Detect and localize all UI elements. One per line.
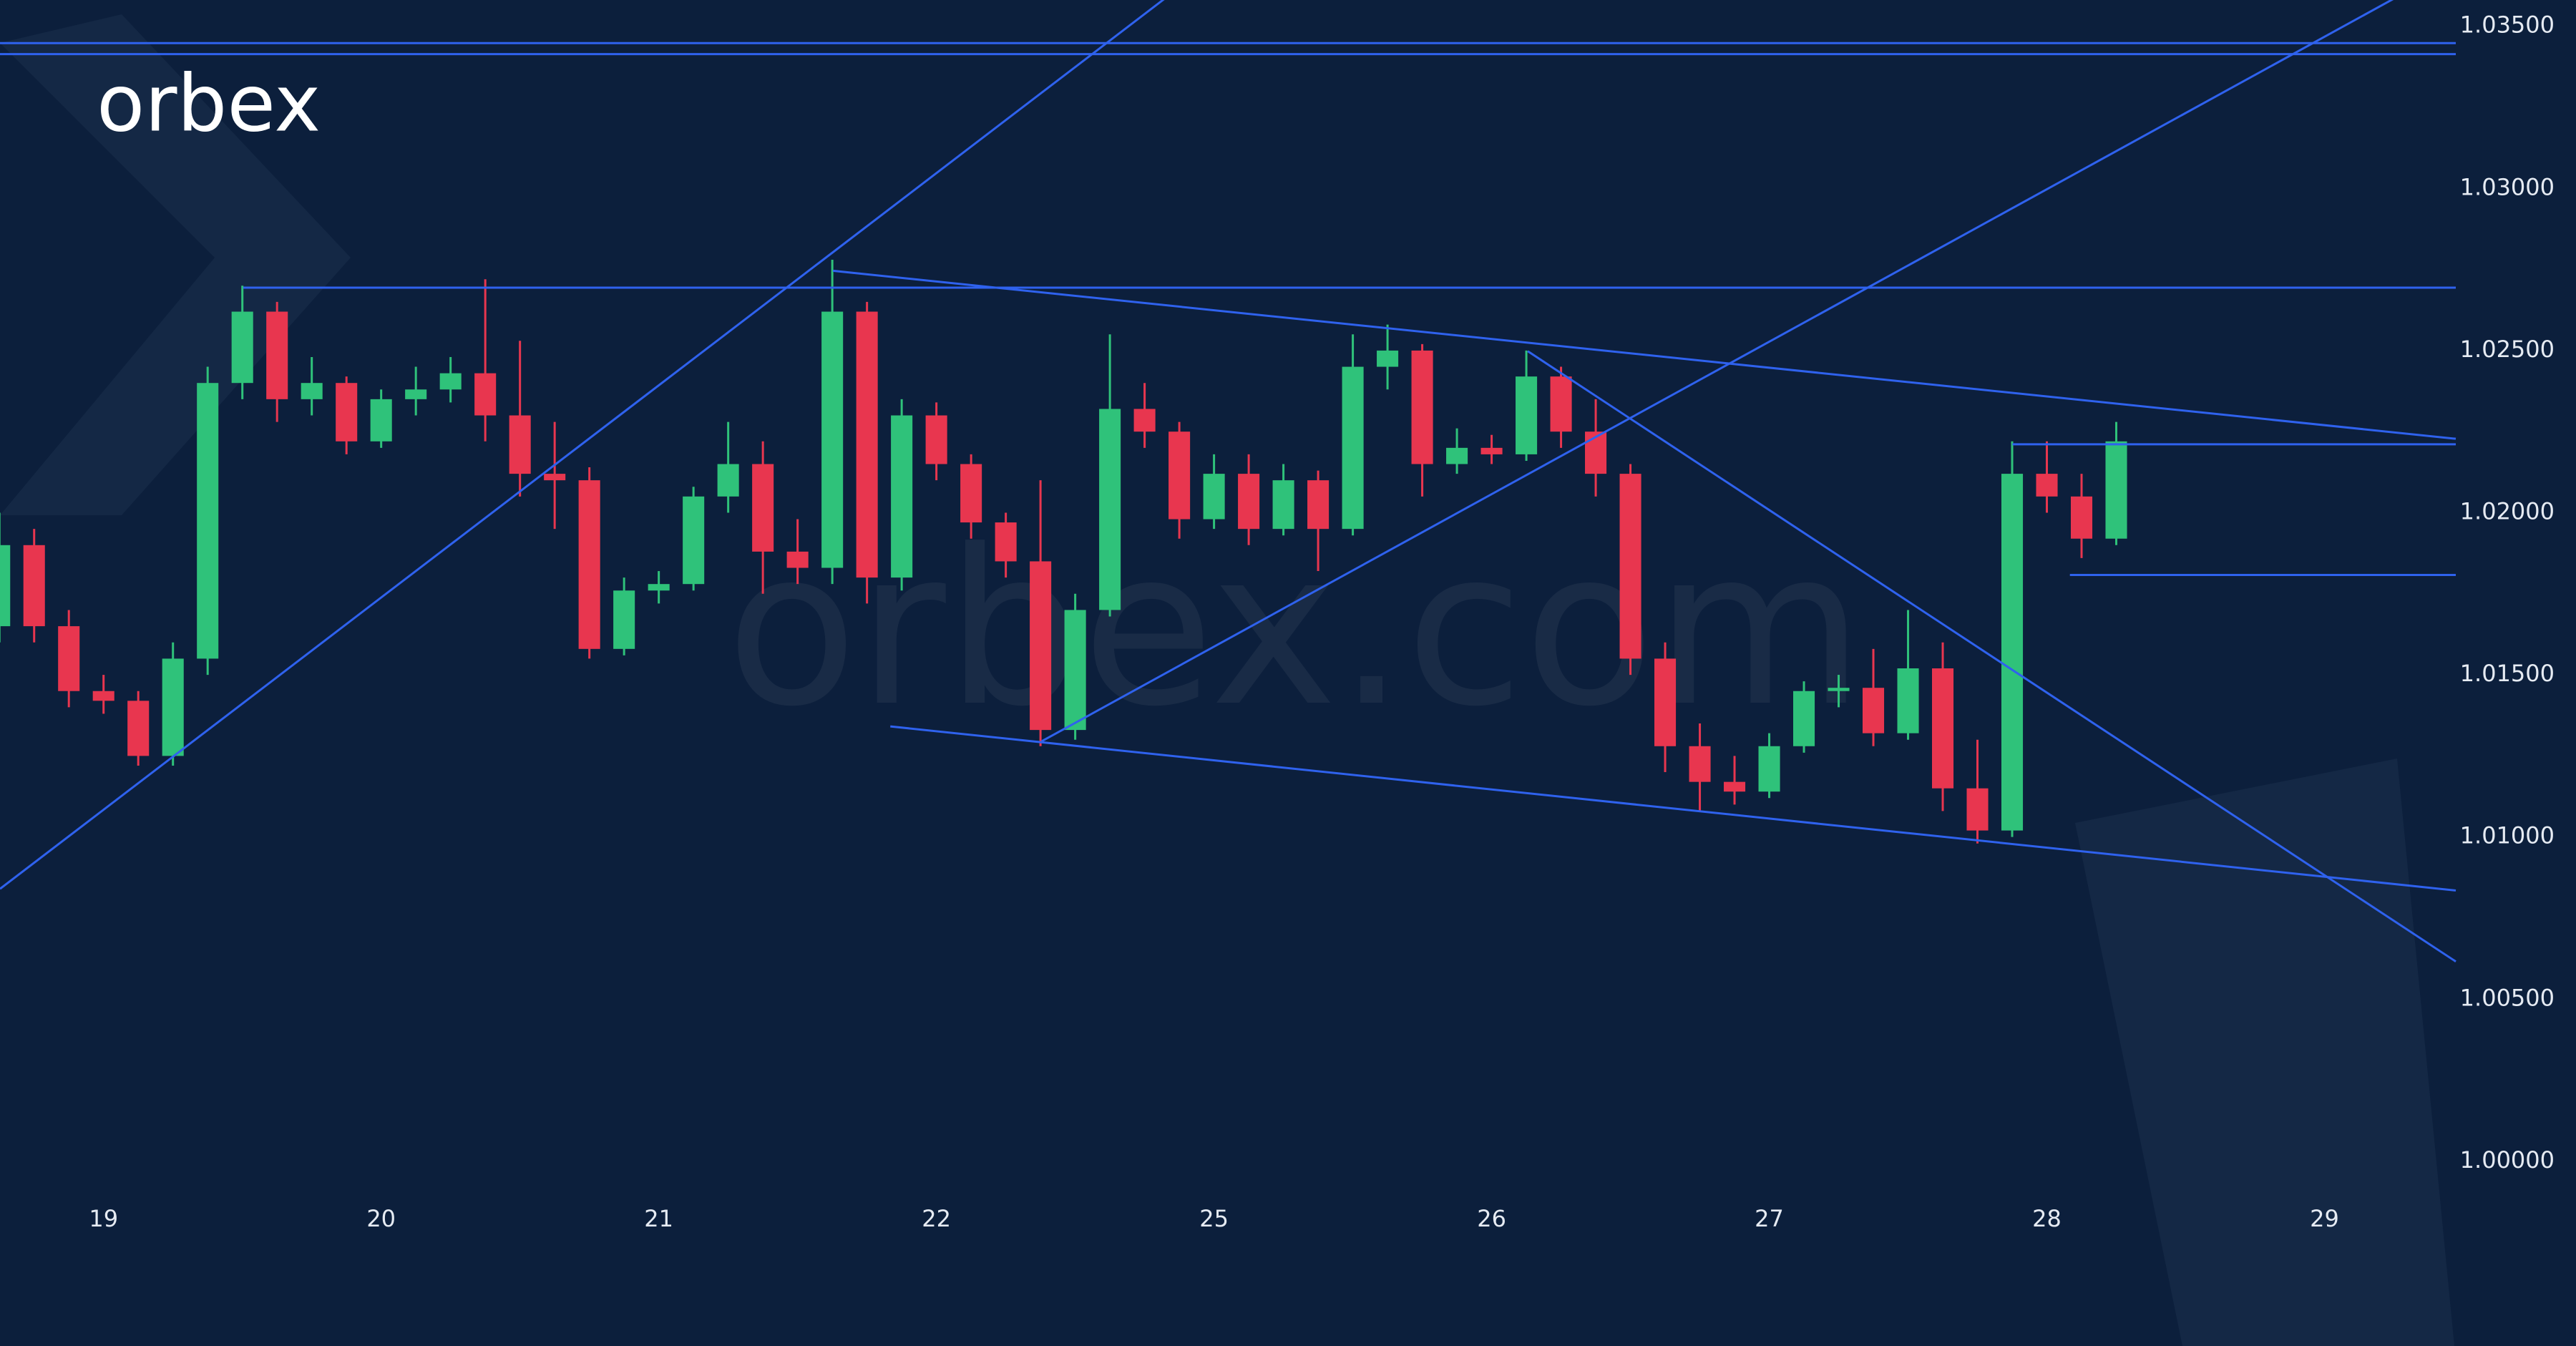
candle-body [439,373,462,390]
candle-body [1446,447,1468,464]
candle-body [960,464,982,523]
candle-body [1480,447,1503,454]
candle-body [1897,668,1919,733]
x-tick-label: 21 [644,1205,673,1232]
candle-body [648,584,670,591]
candle-body [405,389,427,399]
candle-body [1758,746,1780,792]
candle-body [58,626,80,691]
candle-body [786,551,809,568]
candle-body [1585,431,1607,474]
x-tick-label: 27 [1755,1205,1784,1232]
candle-body [752,464,774,552]
background-decoration [0,14,2454,1346]
y-tick-label: 1.03000 [2460,173,2555,200]
y-tick-label: 1.02500 [2460,336,2555,363]
x-tick-label: 19 [89,1205,118,1232]
candle-body [301,383,323,399]
x-tick-label: 29 [2310,1205,2339,1232]
candle-body [1133,409,1156,432]
candle-body [1724,781,1746,792]
trend-line [832,269,2457,440]
candle-body [1377,350,1399,367]
candle-body [544,474,566,481]
candle-body [509,415,531,474]
candle-body [1238,474,1260,530]
trend-line [1527,350,2457,962]
candle-body [370,399,392,442]
candle-body [1411,350,1433,464]
candle-body [891,415,913,578]
candle-body [2001,474,2024,831]
candle-body [1203,474,1225,520]
candle-body [1516,376,1538,454]
candle-body [925,415,947,464]
y-tick-label: 1.00000 [2460,1146,2555,1174]
candle-body [821,311,844,568]
x-tick-label: 25 [1199,1205,1229,1232]
candle-body [1099,409,1121,610]
y-tick-label: 1.02000 [2460,497,2555,525]
candle-body [23,545,45,627]
candle-body [336,383,358,442]
candle-body [1307,480,1330,530]
candle-body [2070,496,2093,539]
y-tick-label: 1.00500 [2460,984,2555,1011]
candle-body [683,496,705,585]
candle-body [578,480,600,649]
chevron [0,14,351,515]
candle-body [1342,366,1364,530]
x-tick-label: 22 [922,1205,951,1232]
candle-body [92,691,114,701]
y-tick-label: 1.03500 [2460,11,2555,39]
x-tick-label: 28 [2032,1205,2062,1232]
x-tick-label: 20 [366,1205,396,1232]
candle-body [856,311,878,578]
candle-body [2036,474,2058,497]
candle-body [162,658,184,756]
candle-body [474,373,497,416]
candle-body [1793,691,1815,746]
candle-body [613,590,635,649]
candle-body [1966,788,1989,831]
panel [2075,759,2454,1346]
x-tick-label: 26 [1477,1205,1506,1232]
candle-body [127,701,150,756]
candle-body [231,311,253,384]
candle-body [1169,431,1191,520]
candle-body [1863,688,1885,733]
candle-body [1931,668,1954,789]
candle-body [995,522,1017,562]
candle-body [1272,480,1294,530]
trend-line [890,725,2457,892]
candle-body [1030,561,1052,731]
trend-line [1040,0,2394,743]
logo: orbex [97,57,321,149]
candle-body [266,311,288,399]
candle-body [1619,474,1641,659]
trend-line [0,0,1165,890]
candle-body [1064,610,1086,731]
candle-body [0,545,11,627]
candle-body [1689,746,1711,782]
y-tick-label: 1.01500 [2460,660,2555,687]
candle-body [197,383,219,659]
candle-body [2105,441,2127,539]
candle-body [1550,376,1572,432]
candle-body [1828,688,1850,691]
y-tick-label: 1.01000 [2460,822,2555,849]
candle-body [717,464,739,497]
candle-body [1654,658,1677,746]
